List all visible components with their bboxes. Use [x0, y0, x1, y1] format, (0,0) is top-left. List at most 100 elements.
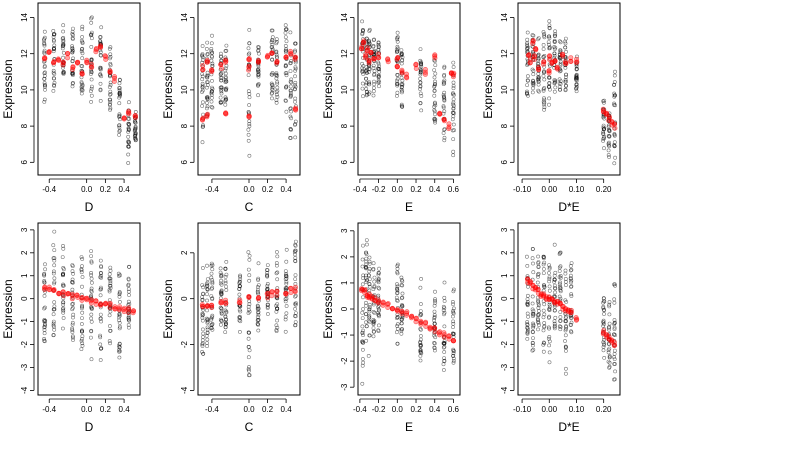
- y-axis-title: Expression: [321, 279, 335, 338]
- observed-point: [200, 342, 205, 347]
- x-axis: -0.4 0.0 0.2 0.4: [42, 178, 130, 194]
- observed-point: [246, 368, 251, 373]
- observed-point: [237, 318, 242, 323]
- observed-point: [400, 78, 405, 83]
- fitted-point: [79, 71, 85, 77]
- fitted-point: [199, 302, 205, 308]
- observed-point: [60, 272, 65, 277]
- observed-point: [117, 313, 122, 318]
- x-tick-label: -0.4: [353, 185, 367, 194]
- observed-point: [247, 119, 252, 124]
- y-tick-label: 8: [20, 123, 29, 128]
- observed-point: [61, 326, 65, 331]
- observed-point: [418, 312, 423, 316]
- observed-point: [536, 327, 540, 332]
- observed-point: [98, 99, 103, 103]
- observed-point: [270, 72, 275, 77]
- observed-point: [451, 311, 456, 316]
- observed-point: [51, 89, 56, 93]
- observed-point: [376, 43, 381, 47]
- observed-point: [283, 99, 288, 103]
- fitted-point: [102, 53, 108, 59]
- y-tick-label: -4: [500, 386, 509, 394]
- x-tick-label: 0.4: [119, 405, 131, 414]
- observed-point: [442, 74, 447, 79]
- fitted-point: [93, 49, 99, 55]
- fitted-point: [362, 287, 368, 293]
- fitted-point: [199, 116, 205, 122]
- observed-point: [218, 95, 223, 100]
- observed-point: [530, 247, 535, 252]
- observed-point: [606, 350, 611, 355]
- observed-point: [441, 345, 446, 350]
- observed-point: [602, 116, 607, 121]
- observed-point: [442, 138, 447, 143]
- observed-point: [547, 284, 552, 289]
- observed-point: [552, 89, 557, 94]
- observed-point: [42, 48, 47, 53]
- fitted-point: [98, 301, 104, 307]
- observed-point: [432, 118, 437, 123]
- observed-point: [117, 348, 121, 353]
- observed-point: [442, 127, 447, 132]
- observed-point: [126, 144, 131, 149]
- observed-point: [210, 267, 215, 272]
- observed-point: [607, 111, 612, 116]
- observed-point: [126, 139, 131, 144]
- observed-point: [288, 30, 293, 35]
- observed-point: [360, 381, 365, 386]
- observed-point: [547, 304, 552, 309]
- observed-point: [275, 80, 280, 84]
- fitted-point: [237, 300, 243, 306]
- observed-point: [118, 94, 122, 99]
- x-axis-title: D*E: [558, 200, 579, 214]
- fitted-point: [223, 58, 229, 64]
- observed-point: [133, 132, 138, 137]
- observed-point: [89, 312, 94, 317]
- observed-point: [536, 319, 540, 324]
- observed-point: [530, 90, 535, 95]
- observed-point: [367, 277, 372, 282]
- observed-point: [451, 97, 456, 102]
- observed-point: [569, 320, 574, 325]
- observed-point: [451, 137, 456, 142]
- observed-point: [246, 127, 251, 132]
- fitted-point: [432, 52, 438, 58]
- fitted-point: [265, 295, 271, 301]
- observed-point: [372, 69, 377, 74]
- observed-point: [237, 303, 242, 308]
- fitted-point: [60, 60, 66, 66]
- observed-point: [292, 123, 297, 127]
- observed-point: [525, 322, 530, 327]
- observed-point: [237, 286, 242, 291]
- observed-point: [607, 140, 611, 145]
- observed-point: [372, 285, 377, 290]
- observed-point: [265, 281, 270, 286]
- observed-point: [126, 287, 131, 292]
- observed-point: [117, 113, 122, 118]
- x-tick-label: 0.00: [541, 405, 557, 414]
- observed-point: [205, 80, 210, 85]
- observed-point: [108, 328, 112, 333]
- observed-point: [569, 278, 574, 283]
- fitted-point: [223, 111, 229, 117]
- observed-point: [51, 333, 56, 338]
- observed-point: [256, 283, 261, 288]
- observed-point: [451, 287, 456, 292]
- observed-point: [547, 300, 552, 305]
- observed-point: [293, 41, 298, 46]
- fitted-point: [530, 40, 536, 46]
- observed-point: [442, 358, 447, 363]
- observed-points: [42, 229, 132, 362]
- y-tick-label: -2: [20, 340, 29, 348]
- observed-point: [563, 276, 568, 281]
- observed-point: [246, 373, 251, 378]
- observed-point: [558, 310, 563, 314]
- observed-point: [547, 265, 552, 270]
- observed-point: [371, 89, 376, 94]
- fitted-point: [107, 69, 113, 75]
- observed-point: [224, 284, 228, 289]
- observed-point: [360, 70, 365, 74]
